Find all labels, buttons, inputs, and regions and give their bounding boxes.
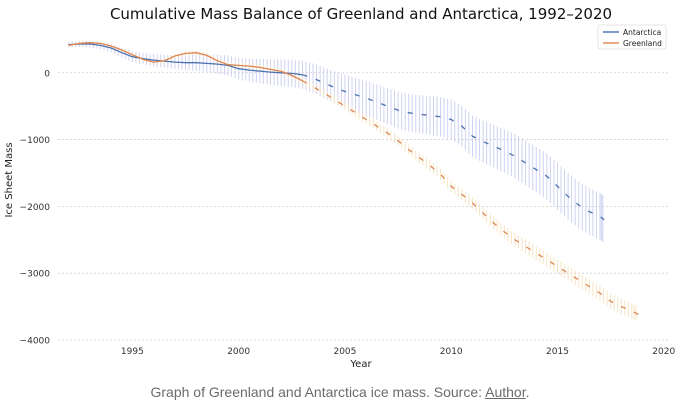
y-axis-label: Ice Sheet Mass — [4, 142, 15, 217]
y-tick-label: −4000 — [20, 337, 51, 347]
antarctica-line-dashed — [302, 74, 605, 221]
x-tick-label: 2010 — [440, 347, 463, 357]
x-tick-label: 2005 — [333, 347, 356, 357]
x-axis-label: Year — [349, 359, 372, 370]
antarctica-line — [68, 43, 303, 76]
caption: Graph of Greenland and Antarctica ice ma… — [0, 384, 680, 400]
chart: Cumulative Mass Balance of Greenland and… — [4, 5, 675, 370]
caption-text: Graph of Greenland and Antarctica ice ma… — [150, 384, 486, 400]
y-tick-label: −1000 — [20, 136, 51, 146]
x-tick-label: 2020 — [652, 347, 675, 357]
legend: Antarctica Greenland — [597, 24, 667, 50]
y-tick-label: 0 — [44, 69, 50, 79]
x-tick-label: 2000 — [227, 347, 250, 357]
greenland-line-dashed — [302, 80, 639, 316]
y-tick-label: −3000 — [20, 270, 51, 280]
legend-label-greenland: Greenland — [623, 39, 662, 48]
caption-end: . — [525, 384, 530, 400]
legend-label-antarctica: Antarctica — [623, 28, 661, 37]
x-tick-label: 2015 — [546, 347, 569, 357]
plot-area: 0 −1000 −2000 −3000 −4000 1995 2000 2005 2010 201… — [20, 40, 675, 357]
chart-title: Cumulative Mass Balance of Greenland and… — [110, 5, 612, 23]
greenland-line — [68, 42, 303, 82]
y-tick-label: −2000 — [20, 203, 51, 213]
source-link[interactable]: Author — [485, 384, 526, 400]
x-tick-label: 1995 — [121, 347, 144, 357]
